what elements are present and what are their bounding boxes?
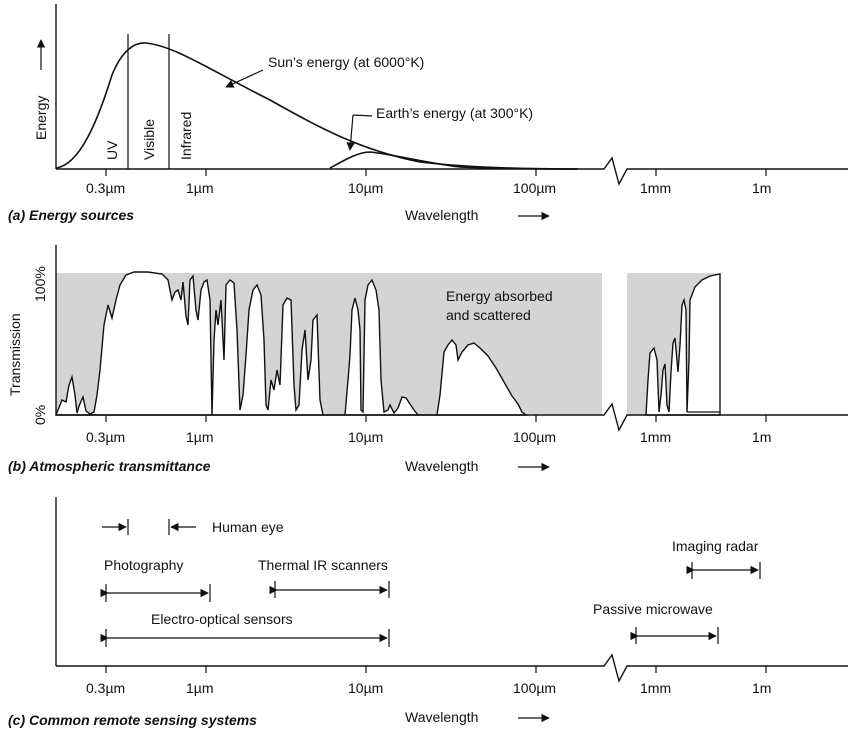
y-tick-0-percent: 0% — [32, 405, 48, 425]
region-infrared: Infrared — [178, 112, 194, 160]
tick-label-100um: 100µm — [513, 680, 556, 696]
tick-label-0-3um: 0.3µm — [86, 680, 125, 696]
panel-c-wavelength-label: Wavelength — [405, 709, 478, 725]
panel-a-x-axis — [56, 156, 848, 186]
photography-label: Photography — [104, 557, 183, 573]
sun-label-pointer — [225, 69, 264, 88]
system-passive-microwave: Passive microwave — [593, 601, 719, 644]
y-tick-100-percent: 100% — [32, 266, 48, 302]
system-imaging-radar: Imaging radar — [672, 538, 761, 579]
region-uv: UV — [104, 140, 120, 160]
panel-b-wavelength-label: Wavelength — [405, 458, 478, 474]
panel-a-ticks — [105, 169, 767, 176]
tick-label-1m: 1m — [752, 180, 771, 196]
tick-label-100um: 100µm — [513, 180, 556, 196]
system-electro-optical-sensors: Electro-optical sensors — [100, 611, 390, 647]
system-thermal-ir-scanners: Thermal IR scanners — [258, 557, 390, 598]
tick-label-1m: 1m — [752, 429, 771, 445]
panel-a-wavelength-label: Wavelength — [405, 207, 478, 223]
tick-label-1mm: 1mm — [640, 429, 671, 445]
region-visible: Visible — [141, 119, 157, 160]
panel-b-caption: (b) Atmospheric transmittance — [8, 458, 211, 474]
panel-a-caption: (a) Energy sources — [8, 207, 134, 223]
panel-b-ticks — [105, 415, 767, 422]
panel-c-x-axis — [56, 653, 848, 683]
tick-label-10um: 10µm — [348, 180, 383, 196]
panel-c-ticks — [105, 666, 767, 673]
panel-c-caption: (c) Common remote sensing systems — [8, 712, 257, 728]
earth-label-pointer — [346, 114, 355, 151]
panel-b-x-axis — [56, 402, 848, 432]
earth-energy-curve — [329, 151, 579, 170]
earth-label-leader — [352, 114, 373, 117]
passive-microwave-label: Passive microwave — [593, 601, 713, 617]
tick-label-0-3um: 0.3µm — [86, 180, 125, 196]
human-eye-label: Human eye — [212, 519, 284, 535]
sun-energy-label: Sun’s energy (at 6000°K) — [268, 54, 424, 70]
electro-optical-label: Electro-optical sensors — [151, 611, 293, 627]
absorbed-label-line2: and scattered — [446, 307, 531, 323]
tick-label-0-3um: 0.3µm — [86, 429, 125, 445]
tick-label-1um: 1µm — [186, 429, 214, 445]
transmission-curve-optical-ir — [54, 271, 529, 416]
tick-label-1mm: 1mm — [640, 680, 671, 696]
panel-remote-sensing-systems: 0.3µm 1µm 10µm 100µm 1mm 1m Human eye Ph… — [8, 497, 848, 728]
tick-label-10um: 10µm — [348, 429, 383, 445]
transmission-curve-microwave — [645, 273, 721, 416]
tick-label-1mm: 1mm — [640, 180, 671, 196]
imaging-radar-label: Imaging radar — [672, 538, 759, 554]
system-human-eye: Human eye — [102, 519, 284, 535]
panel-energy-sources: 0.3µm 1µm 10µm 100µm 1mm 1m Energy UV Vi… — [8, 4, 848, 223]
tick-label-1um: 1µm — [186, 180, 214, 196]
system-photography: Photography — [100, 557, 211, 602]
panel-atmospheric-transmittance: 0.3µm 1µm 10µm 100µm 1mm 1m Transmission… — [7, 245, 848, 474]
panel-b-y-label: Transmission — [7, 313, 23, 396]
tick-label-10um: 10µm — [348, 680, 383, 696]
absorbed-label-line1: Energy absorbed — [446, 288, 553, 304]
tick-label-1um: 1µm — [186, 680, 214, 696]
panel-a-y-label: Energy — [33, 96, 49, 140]
tick-label-1m: 1m — [752, 680, 771, 696]
earth-energy-label: Earth’s energy (at 300°K) — [376, 105, 533, 121]
thermal-ir-label: Thermal IR scanners — [258, 557, 388, 573]
tick-label-100um: 100µm — [513, 429, 556, 445]
